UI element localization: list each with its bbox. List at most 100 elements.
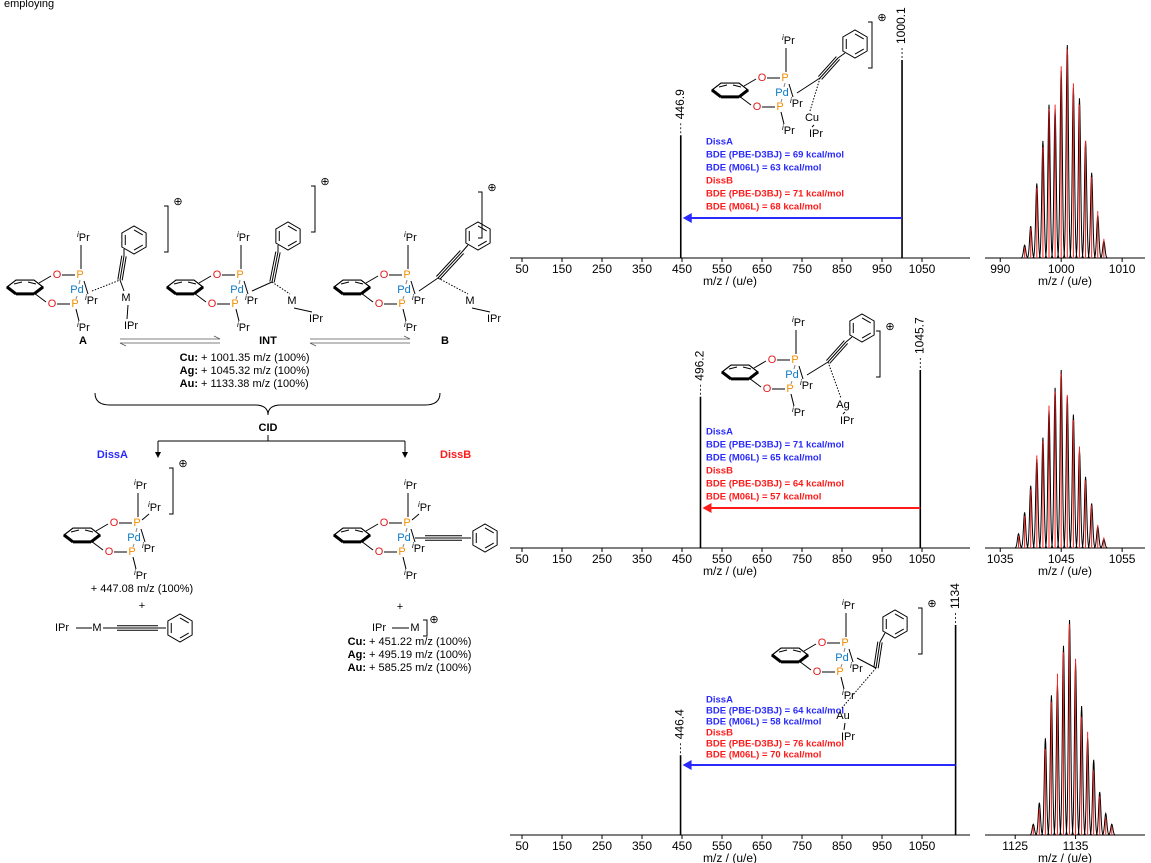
x-tick-label: 750 xyxy=(792,839,812,853)
bond xyxy=(838,53,845,58)
annotation: BDE (M06L) = 68 kcal/mol xyxy=(706,202,821,213)
bond xyxy=(92,280,120,291)
figure: employing OPPdOPiPriPriPrMIPr⊕OPPdOPiPri… xyxy=(0,0,1151,863)
ipr-label: iPr xyxy=(77,320,90,334)
bond xyxy=(355,282,363,284)
bond xyxy=(828,362,841,398)
atom-label: O xyxy=(48,298,57,310)
atom-label: O xyxy=(380,269,389,281)
brace xyxy=(95,393,440,415)
peak-label: 446.9 xyxy=(673,89,687,119)
bond xyxy=(96,524,108,531)
charge-bracket xyxy=(918,608,922,654)
ipr-label: iPr xyxy=(404,320,417,334)
atom-label: O xyxy=(813,666,822,678)
x-tick-label: 350 xyxy=(632,839,652,853)
annotation: BDE (PBE-D3BJ) = 71 kcal/mol xyxy=(706,440,844,451)
metal-label: Ag: xyxy=(348,649,366,661)
arrowhead xyxy=(683,760,692,770)
mass-label: + 1133.38 m/z (100%) xyxy=(201,378,309,390)
atom-label: P xyxy=(76,269,83,281)
x-tick-label: 950 xyxy=(872,262,892,276)
charge-bracket xyxy=(868,22,872,68)
charge-bracket xyxy=(478,192,482,238)
x-axis-label: m/z / (u/e) xyxy=(1038,274,1092,288)
ipr-label: iPr xyxy=(418,500,431,514)
atom-label: O xyxy=(208,298,217,310)
bond xyxy=(28,282,36,284)
bond xyxy=(722,372,731,379)
x-tick-label: 1035 xyxy=(987,552,1014,566)
x-tick-label: 150 xyxy=(552,262,572,276)
bond xyxy=(772,655,781,662)
charge: ⊕ xyxy=(877,12,886,24)
x-tick-label: 850 xyxy=(832,262,852,276)
x-tick-label: 450 xyxy=(672,552,692,566)
peak-label: 1000.1 xyxy=(894,7,908,44)
metal-label: Cu xyxy=(805,112,819,124)
bond xyxy=(749,378,761,387)
x-tick-label: 950 xyxy=(872,552,892,566)
x-tick-label: 150 xyxy=(552,552,572,566)
intro-text: employing xyxy=(4,0,54,10)
bond xyxy=(411,529,415,542)
bond xyxy=(272,282,290,294)
ipr-label: iPr xyxy=(790,96,803,110)
bond xyxy=(799,661,811,670)
atom-label: P xyxy=(786,383,793,395)
bond xyxy=(846,337,852,342)
x-tick-label: 50 xyxy=(515,262,529,276)
atom-label: Pd xyxy=(775,87,788,99)
x-tick-label: 50 xyxy=(515,552,529,566)
charge: ⊕ xyxy=(885,321,894,333)
atom-label: Pd xyxy=(835,652,848,664)
charge-bracket xyxy=(876,331,880,377)
bond xyxy=(91,535,100,542)
ligand-label: IPr xyxy=(372,622,386,634)
ligand-label: IPr xyxy=(55,622,69,634)
bond xyxy=(244,281,248,294)
plus-sign: + xyxy=(139,600,145,612)
equilibrium-arrow xyxy=(120,336,220,346)
atom-label: P xyxy=(403,269,410,281)
bond xyxy=(807,362,828,375)
ipr-label: iPr xyxy=(237,320,250,334)
bond xyxy=(199,276,211,283)
bond xyxy=(341,282,349,284)
bond xyxy=(361,535,370,542)
equilibrium-arrow xyxy=(310,336,410,346)
bond xyxy=(194,287,203,294)
bond xyxy=(361,287,370,294)
metal-label: Au: xyxy=(180,378,198,390)
metal-label: Ag: xyxy=(180,365,198,377)
x-axis-label: m/z / (u/e) xyxy=(703,851,757,863)
ipr-label: iPr xyxy=(800,378,813,392)
bond xyxy=(719,85,727,87)
peak-label: 496.2 xyxy=(693,350,707,380)
bond xyxy=(462,245,468,252)
atom-label: Pd xyxy=(397,284,410,296)
x-tick-label: 1055 xyxy=(1109,552,1136,566)
atom-label: O xyxy=(53,269,62,281)
bond xyxy=(167,287,176,294)
bond xyxy=(799,366,803,379)
bond xyxy=(39,276,51,283)
bond xyxy=(820,58,838,78)
bond xyxy=(334,287,343,294)
atom-label: P xyxy=(791,354,798,366)
atom-label: O xyxy=(818,637,827,649)
bond xyxy=(440,253,464,279)
dissB-label: DissB xyxy=(440,449,471,461)
x-tick-label: 750 xyxy=(792,552,812,566)
bond xyxy=(91,541,103,550)
x-axis-label: m/z / (u/e) xyxy=(1038,851,1092,863)
x-tick-label: 450 xyxy=(672,839,692,853)
atom-label: P xyxy=(781,72,788,84)
bond xyxy=(71,530,79,532)
bond xyxy=(849,649,853,662)
charge: ⊕ xyxy=(178,458,187,470)
annotation: DissA xyxy=(706,137,733,148)
charge: ⊕ xyxy=(320,176,329,188)
annotation: BDE (M06L) = 58 kcal/mol xyxy=(706,717,821,728)
atom-label: Pd xyxy=(70,284,83,296)
